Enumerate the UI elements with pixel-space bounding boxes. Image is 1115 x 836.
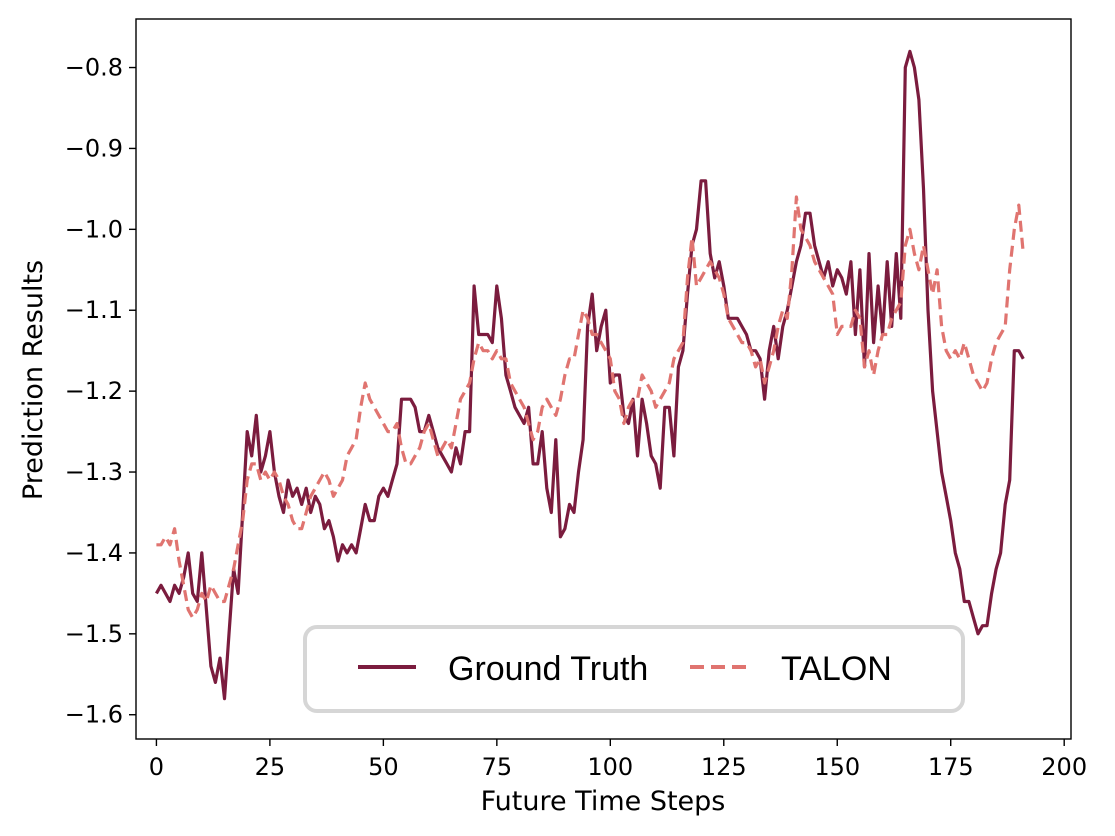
series-line-ground-truth xyxy=(155,49,1025,701)
x-tick-label: 100 xyxy=(587,753,633,781)
x-tick-label: 25 xyxy=(255,753,286,781)
x-tick-label: 75 xyxy=(482,753,513,781)
y-tick-label: −1.6 xyxy=(65,701,123,729)
x-tick-label: 125 xyxy=(701,753,747,781)
x-tick-label: 50 xyxy=(368,753,399,781)
x-tick-label: 200 xyxy=(1041,753,1087,781)
legend: Ground Truth TALON xyxy=(303,625,965,713)
y-tick-label: −1.3 xyxy=(65,458,123,486)
legend-label-ground-truth: Ground Truth xyxy=(448,650,648,688)
x-tick-label: 0 xyxy=(149,753,164,781)
y-tick-label: −1.1 xyxy=(65,296,123,324)
y-tick-label: −0.8 xyxy=(65,54,123,82)
legend-box xyxy=(303,625,965,713)
y-tick-label: −1.2 xyxy=(65,377,123,405)
y-tick-label: −1.5 xyxy=(65,620,123,648)
y-tick-label: −0.9 xyxy=(65,134,123,162)
legend-label-talon: TALON xyxy=(781,650,892,688)
plot-frame xyxy=(135,18,1072,740)
x-tick-label: 150 xyxy=(814,753,860,781)
y-axis-label: Prediction Results xyxy=(18,260,49,500)
y-axis: −0.8 −0.9 −1.0 −1.1 −1.2 −1.3 −1.4 −1.5 −1.6 xyxy=(65,54,136,729)
y-tick-label: −1.4 xyxy=(65,539,123,567)
series-line-talon xyxy=(156,195,1025,620)
y-tick-label: −1.0 xyxy=(65,215,123,243)
x-axis: 0 25 50 75 100 125 150 175 200 xyxy=(149,739,1087,781)
x-axis-label: Future Time Steps xyxy=(481,786,726,817)
series-layer xyxy=(155,49,1025,701)
x-tick-label: 175 xyxy=(928,753,974,781)
